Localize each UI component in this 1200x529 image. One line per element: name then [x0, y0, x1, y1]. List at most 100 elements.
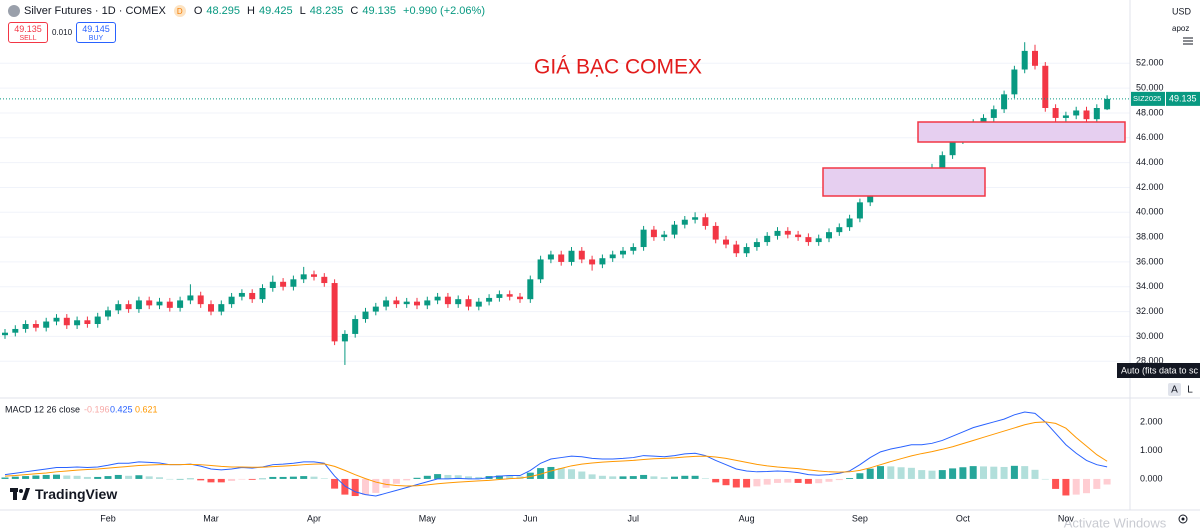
settings-icon[interactable] [1178, 514, 1188, 524]
histogram-bar [176, 478, 184, 480]
histogram-bar [166, 478, 174, 480]
menu-icon[interactable] [1183, 37, 1193, 45]
candle-body [352, 319, 359, 334]
sell-price: 49.135 [14, 24, 42, 34]
candle-body [620, 250, 626, 255]
macd-title: MACD 12 26 close [5, 404, 80, 414]
y-tick-label: 32.000 [1136, 306, 1164, 316]
candle-body [1011, 69, 1018, 95]
candle-body [146, 300, 153, 306]
histogram-bar [454, 475, 462, 479]
histogram-bar [238, 478, 246, 480]
candle-body [609, 254, 616, 259]
candle-body [537, 259, 544, 280]
y-tick-label: 38.000 [1136, 231, 1164, 241]
zone-box [917, 121, 1126, 143]
scale-menu: apoz [1172, 24, 1189, 33]
price-tag-bg [1166, 91, 1200, 106]
candle-body [63, 317, 70, 326]
candle-body [218, 304, 225, 312]
histogram-bar [784, 478, 792, 483]
candle-body [496, 294, 503, 298]
histogram-bar [423, 475, 431, 479]
candle-body [1083, 110, 1090, 120]
histogram-bar [289, 476, 297, 479]
histogram-bar [856, 473, 864, 479]
histogram-bar [320, 478, 328, 479]
candle-body [558, 254, 565, 262]
auto-button-bg[interactable] [1168, 383, 1181, 396]
candle-body [774, 230, 781, 236]
ohlc-label: O [193, 5, 203, 17]
histogram-bar [753, 478, 761, 487]
histogram-bar [269, 476, 277, 479]
candle-body [208, 304, 214, 312]
candle-body [949, 140, 956, 156]
symbol[interactable]: Silver Futures · 1D · COMEX [24, 5, 166, 17]
histogram-bar [465, 476, 472, 479]
histogram-bar [186, 478, 194, 480]
histogram-bar [475, 476, 483, 479]
y-tick-label: 28.000 [1136, 356, 1164, 366]
candle-body [2, 332, 8, 336]
x-tick-label: Feb [100, 513, 116, 523]
histogram-bar [918, 470, 926, 479]
macd-line [4, 421, 1108, 487]
histogram-bar [279, 476, 287, 479]
candle-body [383, 300, 390, 307]
buy-button[interactable]: 49.145 BUY [76, 22, 116, 43]
histogram-bar [794, 478, 802, 483]
histogram-bar [640, 474, 648, 479]
candle-body [764, 235, 771, 243]
candle-body [1104, 98, 1111, 110]
histogram-bar [928, 470, 936, 479]
x-tick-label: Apr [307, 513, 321, 523]
sell-button[interactable]: 49.135 SELL [8, 22, 48, 43]
y-tick-label: 44.000 [1136, 157, 1164, 167]
histogram-bar [588, 474, 596, 479]
histogram-bar [94, 476, 102, 479]
candle-body [74, 320, 81, 326]
histogram-bar [568, 469, 575, 479]
candle-body [1042, 65, 1049, 108]
candle-body [506, 294, 513, 297]
histogram-bar [887, 466, 895, 479]
histogram-bar [32, 475, 40, 479]
log-button[interactable]: L [1187, 385, 1193, 396]
candle-body [43, 321, 50, 328]
y-tick-label: 52.000 [1136, 58, 1164, 68]
logo: TradingView [10, 486, 117, 502]
candle-body [393, 300, 400, 305]
auto-button[interactable]: A [1171, 385, 1178, 396]
candle-body [589, 259, 596, 265]
candle-body [228, 296, 235, 305]
candle-body [125, 304, 132, 310]
histogram-bar [207, 478, 215, 483]
ohlc-label: C [350, 5, 359, 17]
close-value: 49.135 [362, 5, 397, 17]
candle-body [784, 230, 791, 235]
logo-icon [10, 488, 30, 500]
candle-body [486, 297, 493, 302]
histogram-bar [362, 478, 369, 495]
candle-body [990, 109, 997, 118]
histogram-bar [495, 475, 503, 479]
candle-body [1001, 94, 1008, 110]
histogram-bar [774, 478, 781, 483]
candle-body [424, 300, 431, 306]
histogram-bar [609, 476, 617, 479]
data-badge: D [173, 5, 186, 17]
x-tick-label: Oct [956, 513, 971, 523]
low-value: 48.235 [309, 5, 344, 17]
histogram-bar [1031, 469, 1039, 479]
candle-body [434, 296, 441, 301]
histogram-bar [969, 466, 977, 479]
histogram-bar [835, 478, 843, 481]
x-tick-label: Nov [1058, 513, 1075, 523]
histogram-bar [125, 475, 133, 479]
histogram-bar [846, 478, 854, 479]
x-tick-label: Jun [523, 513, 538, 523]
histogram-bar [228, 478, 236, 481]
candle-body [805, 237, 812, 243]
